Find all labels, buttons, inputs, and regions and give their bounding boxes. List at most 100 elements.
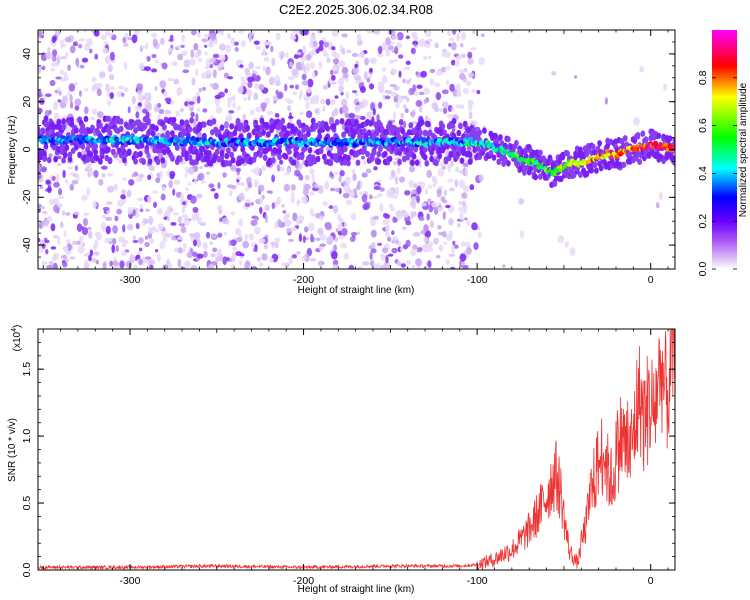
noise-blob — [40, 205, 45, 210]
noise-blob — [61, 43, 66, 48]
noise-blob — [48, 260, 54, 266]
noise-blob — [362, 261, 369, 266]
noise-blob — [77, 43, 83, 49]
noise-blob — [443, 241, 448, 246]
noise-blob — [124, 32, 129, 38]
noise-blob — [379, 202, 384, 212]
ridge-halo — [80, 143, 86, 150]
ridge-halo — [306, 130, 311, 138]
noise-blob — [145, 208, 150, 212]
noise-blob — [235, 60, 241, 67]
noise-blob — [183, 218, 191, 226]
ridge-halo — [262, 154, 268, 161]
noise-blob — [264, 41, 269, 46]
noise-blob — [189, 233, 197, 238]
noise-blob — [357, 266, 361, 269]
noise-blob — [343, 222, 348, 227]
noise-blob — [331, 250, 338, 260]
noise-blob — [292, 212, 298, 222]
noise-blob — [299, 111, 304, 116]
noise-blob — [329, 187, 336, 192]
noise-blob — [401, 226, 407, 231]
noise-blob — [95, 259, 99, 265]
noise-blob — [59, 56, 66, 60]
noise-blob — [413, 34, 418, 42]
noise-blob — [451, 245, 455, 254]
noise-blob — [208, 183, 215, 189]
ridge-halo — [208, 160, 214, 167]
noise-blob — [96, 84, 102, 88]
noise-blob — [61, 210, 66, 216]
noise-blob — [197, 172, 205, 181]
ridge-halo — [277, 147, 282, 155]
noise-blob — [405, 220, 412, 226]
noise-blob — [125, 260, 133, 269]
noise-blob — [129, 254, 135, 264]
noise-blob — [445, 204, 451, 209]
noise-blob — [165, 209, 170, 216]
noise-blob — [45, 248, 49, 255]
ridge-halo — [277, 143, 282, 150]
noise-blob — [377, 45, 383, 55]
ridge-halo — [384, 128, 390, 136]
noise-blob — [248, 233, 255, 241]
noise-blob — [345, 91, 350, 100]
noise-blob — [426, 89, 431, 94]
noise-blob — [93, 30, 100, 37]
y-tick-label: 20 — [21, 96, 33, 108]
noise-blob — [424, 188, 429, 195]
ridge-halo — [584, 170, 590, 178]
noise-blob — [132, 235, 136, 240]
noise-blob — [295, 51, 302, 56]
ridge-halo — [491, 154, 497, 161]
noise-blob — [102, 47, 109, 54]
noise-blob — [351, 169, 356, 175]
noise-blob — [319, 215, 324, 221]
noise-blob — [310, 233, 314, 243]
noise-blob — [235, 168, 242, 173]
ridge-halo — [410, 159, 415, 166]
noise-blob — [159, 80, 167, 89]
noise-blob — [468, 72, 475, 78]
noise-blob — [301, 255, 307, 262]
noise-blob — [249, 109, 255, 116]
noise-blob — [242, 97, 247, 102]
noise-blob — [98, 71, 106, 79]
noise-blob — [208, 39, 212, 48]
ridge-halo — [418, 129, 423, 136]
ridge-halo — [378, 145, 383, 152]
ridge-halo — [400, 127, 406, 135]
ridge-halo — [189, 117, 195, 124]
noise-blob — [394, 176, 399, 185]
noise-blob — [405, 60, 411, 65]
noise-blob — [277, 218, 282, 228]
noise-blob — [392, 58, 398, 63]
noise-blob — [317, 185, 324, 194]
noise-blob — [290, 226, 297, 232]
noise-blob — [448, 230, 453, 240]
noise-blob — [465, 80, 472, 86]
ridge-halo — [502, 156, 508, 163]
noise-blob — [333, 244, 338, 252]
ridge-halo — [506, 160, 511, 167]
ridge-halo — [315, 155, 321, 163]
noise-blob — [276, 196, 282, 205]
noise-blob — [222, 256, 228, 265]
noise-blob — [341, 33, 348, 38]
noise-blob — [411, 196, 417, 201]
noise-blob — [454, 60, 460, 67]
ridge-halo — [38, 125, 41, 133]
noise-blob — [352, 173, 357, 182]
ridge-halo — [514, 139, 519, 147]
noise-blob — [183, 213, 188, 221]
noise-blob — [170, 100, 175, 106]
ridge-halo — [170, 155, 175, 162]
ridge-halo — [110, 148, 116, 156]
noise-blob — [441, 101, 449, 109]
noise-blob — [332, 65, 338, 72]
noise-blob — [212, 69, 217, 79]
x-tick-label: 0 — [648, 575, 654, 587]
ridge-halo — [235, 117, 241, 125]
noise-blob — [88, 230, 93, 240]
